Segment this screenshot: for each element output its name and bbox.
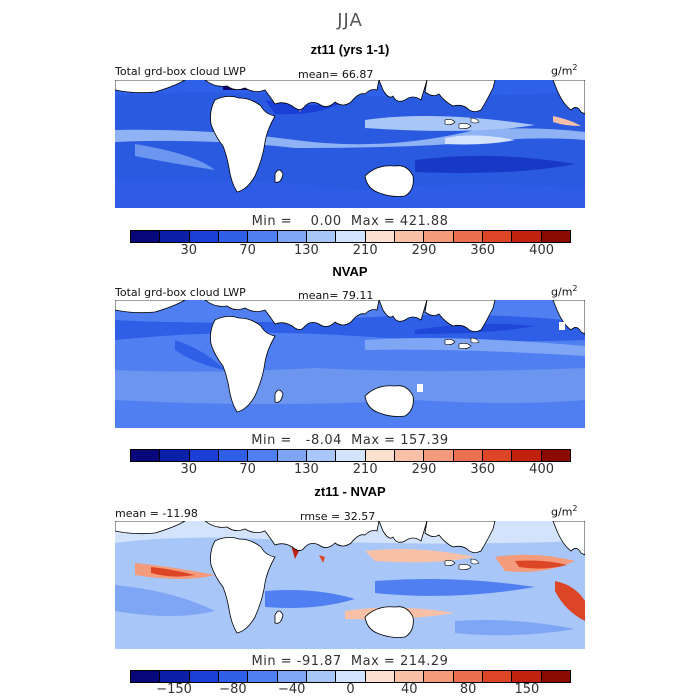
colorbar-cell (512, 671, 542, 682)
colorbar-tick-label: −40 (277, 682, 306, 697)
colorbar-cell (248, 671, 278, 682)
colorbar-tick-label: −80 (219, 682, 247, 697)
colorbar-cell (248, 450, 278, 461)
panel-1-map (115, 80, 585, 208)
colorbar-tick-label: 30 (180, 462, 198, 477)
colorbar-cell (482, 231, 513, 242)
colorbar-tick-label: 400 (529, 243, 555, 258)
colorbar-cell (218, 231, 249, 242)
colorbar-tick-label: 360 (470, 462, 496, 477)
panel-1-title: zt11 (yrs 1-1) (310, 42, 390, 57)
colorbar-cell (512, 450, 542, 461)
colorbar-cell (306, 231, 337, 242)
panel-2-colorbar (130, 449, 571, 462)
colorbar-cell (131, 450, 161, 461)
colorbar-tick-label: 150 (514, 682, 540, 697)
colorbar-cell (453, 671, 483, 682)
colorbar-cell (336, 231, 366, 242)
panel-3-mean: mean = -11.98 (115, 507, 198, 520)
panel-1-colorbar-labels: 30 70 130 210 290 360 400 (0, 243, 700, 261)
panel-2-colorbar-labels: 30 70 130 210 290 360 400 (0, 462, 700, 480)
panel-1-units: g/m2 (551, 63, 578, 78)
colorbar-cell (541, 231, 570, 242)
colorbar-tick-label: 290 (411, 462, 437, 477)
colorbar-tick-label: 0 (346, 682, 355, 697)
panel-3-min-max: Min = -91.87 Max = 214.29 (251, 654, 449, 669)
colorbar-cell (160, 231, 190, 242)
colorbar-cell (394, 671, 425, 682)
colorbar-cell (160, 671, 190, 682)
colorbar-tick-label: 30 (180, 243, 198, 258)
colorbar-cell (160, 450, 190, 461)
panel-3-map (115, 521, 585, 649)
panel-2-title: NVAP (332, 264, 368, 279)
panel-2-variable-label: Total grd-box cloud LWP (115, 286, 246, 299)
colorbar-cell (394, 450, 425, 461)
panel-3-colorbar (130, 670, 571, 683)
colorbar-cell (218, 450, 249, 461)
colorbar-tick-label: −150 (156, 682, 192, 697)
panel-3-rmse: rmse = 32.57 (300, 510, 376, 523)
colorbar-tick-label: 80 (459, 682, 477, 697)
panel-2-mean: mean= 79.11 (298, 289, 374, 302)
colorbar-tick-label: 210 (352, 243, 378, 258)
colorbar-cell (424, 671, 454, 682)
panel-1-variable-label: Total grd-box cloud LWP (115, 65, 246, 78)
colorbar-tick-label: 360 (470, 243, 496, 258)
colorbar-cell (336, 671, 366, 682)
colorbar-cell (306, 450, 337, 461)
colorbar-cell (365, 231, 395, 242)
colorbar-cell (306, 671, 337, 682)
colorbar-cell (424, 450, 454, 461)
panel-1-mean: mean= 66.87 (298, 68, 374, 81)
colorbar-cell (189, 450, 219, 461)
colorbar-tick-label: 290 (411, 243, 437, 258)
colorbar-cell (482, 450, 513, 461)
colorbar-cell (541, 671, 570, 682)
colorbar-cell (248, 231, 278, 242)
panel-2-map (115, 300, 585, 428)
panel-2-units: g/m2 (551, 284, 578, 299)
colorbar-tick-label: 130 (293, 462, 319, 477)
colorbar-cell (131, 231, 161, 242)
colorbar-cell (218, 671, 249, 682)
colorbar-cell (277, 231, 307, 242)
panel-1-min-max: Min = 0.00 Max = 421.88 (251, 214, 449, 229)
colorbar-cell (453, 231, 483, 242)
colorbar-cell (453, 450, 483, 461)
colorbar-cell (277, 671, 307, 682)
colorbar-tick-label: 130 (293, 243, 319, 258)
colorbar-cell (541, 450, 570, 461)
panel-2-min-max: Min = -8.04 Max = 157.39 (251, 433, 449, 448)
colorbar-tick-label: 400 (529, 462, 555, 477)
colorbar-tick-label: 70 (239, 462, 256, 477)
panel-3-units: g/m2 (551, 504, 578, 519)
colorbar-cell (189, 231, 219, 242)
colorbar-cell (512, 231, 542, 242)
panel-1-colorbar (130, 230, 571, 243)
colorbar-cell (336, 450, 366, 461)
colorbar-cell (189, 671, 219, 682)
colorbar-tick-label: 210 (352, 462, 378, 477)
colorbar-tick-label: 70 (239, 243, 256, 258)
colorbar-cell (424, 231, 454, 242)
panel-3-colorbar-labels: −150 −80 −40 0 40 80 150 (0, 682, 700, 700)
colorbar-cell (365, 450, 395, 461)
colorbar-cell (131, 671, 161, 682)
colorbar-cell (365, 671, 395, 682)
panel-3-title: zt11 - NVAP (314, 484, 386, 499)
figure-title: JJA (337, 10, 363, 31)
colorbar-cell (277, 450, 307, 461)
colorbar-cell (482, 671, 513, 682)
colorbar-cell (394, 231, 425, 242)
colorbar-tick-label: 40 (401, 682, 418, 697)
